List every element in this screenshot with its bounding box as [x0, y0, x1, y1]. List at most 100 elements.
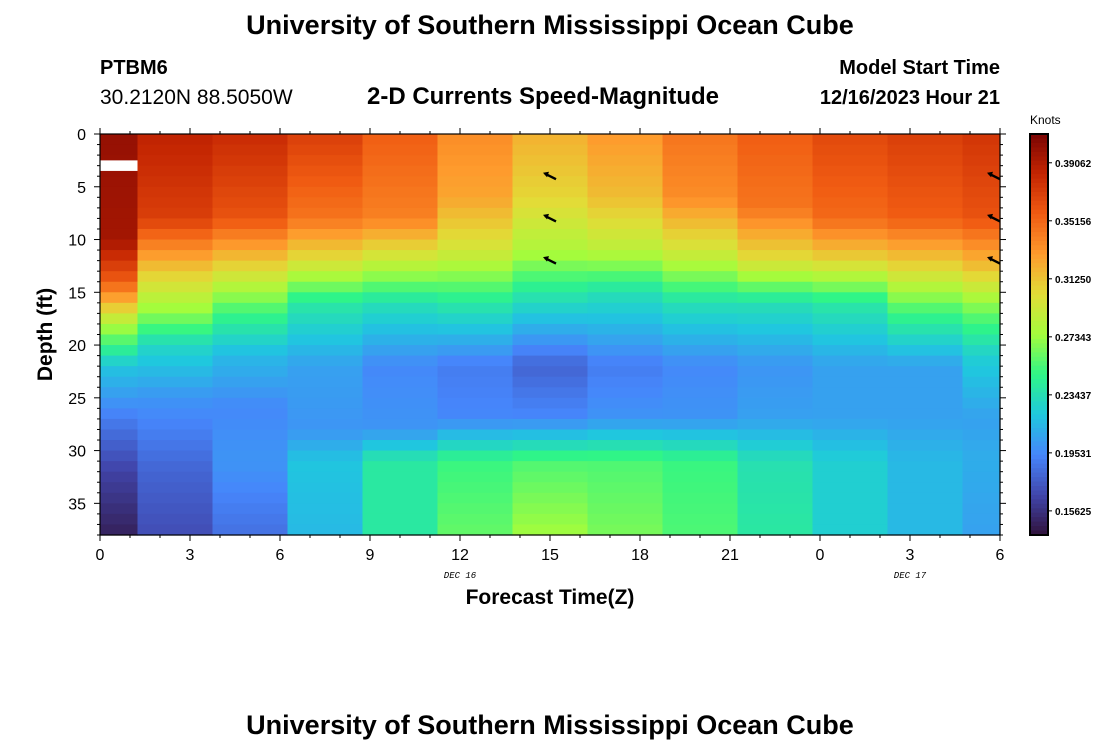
heatmap-cell: [962, 260, 1001, 272]
heatmap-cell: [662, 218, 739, 230]
heatmap-cell: [812, 471, 889, 483]
x-tick-label: 3: [906, 547, 915, 564]
heatmap-cell: [662, 450, 739, 462]
heatmap-cell: [587, 408, 664, 420]
heatmap-cell: [437, 323, 514, 336]
heatmap-cell: [512, 376, 589, 388]
heatmap-cell: [887, 165, 964, 177]
heatmap-cell: [662, 387, 739, 399]
colorbar-segment: [1030, 414, 1048, 420]
heatmap-cell: [362, 429, 439, 441]
colorbar-segment: [1030, 236, 1048, 242]
heatmap-cell: [137, 397, 214, 409]
heatmap-cell: [662, 281, 739, 293]
colorbar-tick-label: 0.39062: [1055, 159, 1092, 170]
heatmap-cell: [100, 281, 139, 293]
heatmap-cell: [362, 471, 439, 483]
heatmap-cell: [887, 387, 964, 399]
heatmap-cell: [662, 292, 739, 304]
heatmap-cell: [362, 302, 439, 314]
heatmap-cell: [100, 260, 139, 272]
heatmap-cell: [587, 292, 664, 304]
heatmap-cell: [212, 503, 289, 515]
heatmap-cell: [287, 429, 364, 441]
heatmap-cell: [812, 313, 889, 325]
colorbar-segment: [1030, 379, 1048, 385]
colorbar-segment: [1030, 490, 1048, 496]
colorbar-segment: [1030, 392, 1048, 398]
heatmap-cell: [212, 345, 289, 357]
heatmap-cell: [287, 250, 364, 262]
heatmap-cell: [362, 397, 439, 409]
heatmap-cell: [512, 503, 589, 515]
heatmap-cell: [362, 513, 439, 526]
current-arrow-head: [987, 256, 993, 262]
heatmap-cell: [287, 239, 364, 251]
heatmap-cell: [362, 408, 439, 420]
heatmap-cell: [437, 228, 514, 241]
y-tick-label: 35: [68, 496, 86, 513]
heatmap-cell: [212, 165, 289, 177]
heatmap-cell: [512, 197, 589, 209]
heatmap-cell: [737, 313, 814, 325]
heatmap-cell: [962, 345, 1001, 357]
heatmap-cell: [137, 228, 214, 241]
heatmap-cell: [662, 482, 739, 494]
heatmap-cell: [512, 207, 589, 220]
heatmap-cell: [812, 408, 889, 420]
heatmap-cell: [962, 218, 1001, 230]
current-arrow: [543, 213, 557, 223]
heatmap-cell: [437, 250, 514, 262]
heatmap-cell: [212, 228, 289, 241]
heatmap-cell: [512, 461, 589, 473]
heatmap-cell: [587, 366, 664, 378]
colorbar-segment: [1030, 254, 1048, 260]
heatmap-cell: [812, 429, 889, 441]
heatmap-cell: [137, 134, 214, 146]
heatmap-cell: [437, 292, 514, 304]
current-arrow-head: [543, 171, 549, 178]
heatmap-cell: [100, 292, 139, 304]
colorbar-segment: [1030, 517, 1048, 523]
heatmap-cell: [512, 482, 589, 494]
heatmap-cell: [137, 429, 214, 441]
heatmap-cell: [512, 281, 589, 293]
heatmap-cell: [587, 313, 664, 325]
heatmap-cell: [137, 376, 214, 388]
colorbar-tick-label: 0.35156: [1055, 217, 1092, 228]
heatmap-cell: [812, 345, 889, 357]
heatmap-cell: [662, 408, 739, 420]
heatmap-cell: [212, 239, 289, 251]
heatmap-cell: [287, 334, 364, 346]
colorbar-segment: [1030, 334, 1048, 340]
heatmap-cell: [587, 471, 664, 483]
heatmap-cell: [587, 440, 664, 452]
current-arrow-head: [987, 171, 993, 178]
heatmap-cell: [512, 408, 589, 420]
heatmap-cell: [437, 186, 514, 198]
heatmap-cell: [962, 302, 1001, 314]
heatmap-cell: [212, 513, 289, 526]
heatmap-cell: [587, 429, 664, 441]
heatmap-cell: [100, 366, 139, 378]
heatmap-cell: [212, 376, 289, 388]
heatmap-cell: [962, 513, 1001, 526]
heatmap-cell: [887, 239, 964, 251]
heatmap-cell: [137, 323, 214, 336]
heatmap-cell: [812, 292, 889, 304]
heatmap-cell: [587, 228, 664, 241]
heatmap-cell: [287, 176, 364, 188]
colorbar-segment: [1030, 477, 1048, 483]
heatmap-cell: [100, 334, 139, 346]
heatmap-cell: [887, 218, 964, 230]
heatmap-cell: [737, 461, 814, 473]
heatmap-cell: [512, 429, 589, 441]
heatmap-cell: [212, 429, 289, 441]
heatmap-cell: [512, 228, 589, 241]
heatmap-cell: [962, 228, 1001, 241]
colorbar-segment: [1030, 267, 1048, 273]
heatmap-cell: [287, 292, 364, 304]
heatmap-cell: [587, 134, 664, 146]
x-tick-label: 6: [996, 547, 1005, 564]
heatmap-cell: [737, 281, 814, 293]
